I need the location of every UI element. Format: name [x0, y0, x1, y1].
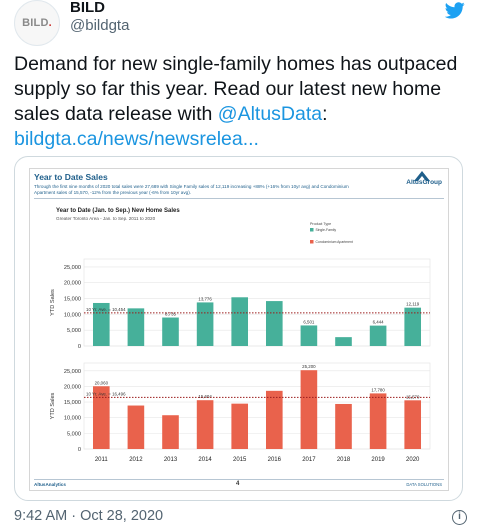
- avatar-logo-dot: .: [48, 17, 52, 29]
- bar-condo-2020: [404, 400, 422, 449]
- data-label: 17,780: [371, 387, 385, 392]
- footer-tagline: DATA SOLUTIONS: [406, 482, 442, 487]
- tweet-timestamp[interactable]: 9:42 AM · Oct 28, 2020: [14, 508, 164, 524]
- report-slide: Year to Date Sales Through the first nin…: [29, 168, 449, 491]
- chart-area: Year to Date (Jan. to Sep.) New Home Sal…: [40, 203, 436, 477]
- bar-single-family-2018: [335, 337, 352, 346]
- chart-subtitle: Greater Toronto Area - Jan. to Sep. 2011…: [56, 216, 156, 221]
- bar-single-family-2012: [127, 308, 145, 346]
- y-tick-label: 0: [78, 447, 81, 453]
- data-label: 15,570: [406, 394, 420, 399]
- x-tick-label: 2016: [268, 457, 282, 463]
- page-number: 4: [236, 481, 240, 487]
- y-tick-label: 20,000: [64, 281, 81, 287]
- bar-single-family-2016: [265, 301, 283, 346]
- avatar[interactable]: BILD.: [14, 0, 60, 46]
- slide-title: Year to Date Sales: [34, 172, 108, 182]
- x-tick-label: 2020: [406, 457, 420, 463]
- legend-swatch-0: [310, 228, 314, 232]
- y-axis-label: YTD Sales: [50, 289, 56, 316]
- footer-divider: [34, 479, 444, 480]
- x-tick-label: 2018: [337, 457, 351, 463]
- x-tick-label: 2015: [233, 457, 247, 463]
- bar-condo-2019: [369, 393, 387, 449]
- x-tick-label: 2014: [198, 457, 212, 463]
- y-tick-label: 10,000: [64, 416, 81, 422]
- avatar-logo-text: BILD: [22, 17, 49, 29]
- mention-link[interactable]: @AltusData: [217, 103, 323, 125]
- bar-single-family-2014: [196, 302, 214, 346]
- bar-single-family-2011: [92, 302, 110, 346]
- tweet-text-part-2: :: [322, 103, 328, 125]
- y-tick-label: 15,000: [64, 297, 81, 303]
- twitter-bird-icon[interactable]: [445, 2, 465, 19]
- data-label: 6,501: [303, 319, 315, 324]
- x-tick-label: 2011: [95, 457, 109, 463]
- y-tick-label: 20,000: [64, 384, 81, 390]
- bar-condo-2015: [231, 403, 249, 449]
- bar-condo-2018: [335, 403, 352, 449]
- y-tick-label: 25,000: [64, 369, 81, 375]
- y-tick-label: 5,000: [67, 431, 81, 437]
- y-tick-label: 0: [78, 344, 81, 350]
- legend-swatch-1: [310, 240, 314, 244]
- y-tick-label: 5,000: [67, 328, 81, 334]
- slide-logo: AltusGroup: [406, 179, 442, 186]
- x-tick-label: 2017: [302, 457, 316, 463]
- chart-title: Year to Date (Jan. to Sep.) New Home Sal…: [56, 208, 180, 214]
- data-label: 6,444: [373, 320, 385, 325]
- bar-condo-2011: [92, 386, 110, 449]
- bar-condo-2013: [162, 415, 179, 449]
- average-label-0: 10 Yr. Ave. = 10,454: [86, 307, 126, 312]
- bar-single-family-2017: [300, 325, 318, 346]
- bar-condo-2012: [127, 405, 145, 449]
- legend-label-1: Condominium Apartment: [316, 240, 353, 244]
- data-label: 12,119: [406, 302, 420, 307]
- average-label-1: 10 Yr. Ave. = 16,496: [86, 391, 126, 396]
- data-label: 25,200: [302, 364, 316, 369]
- y-tick-label: 15,000: [64, 400, 81, 406]
- y-tick-label: 10,000: [64, 312, 81, 318]
- bar-condo-2016: [265, 390, 283, 449]
- x-tick-label: 2012: [129, 457, 143, 463]
- slide-divider: [34, 198, 444, 199]
- author-handle[interactable]: @bildgta: [70, 17, 130, 34]
- footer-brand: AltusAnalytics: [34, 482, 66, 487]
- legend-label-0: Single-Family: [316, 228, 337, 232]
- data-label: 8,735: [165, 312, 177, 317]
- x-tick-label: 2013: [164, 457, 178, 463]
- y-tick-label: 25,000: [64, 265, 81, 271]
- tweet-text-part-1: Demand for new single-family homes has o…: [14, 53, 458, 125]
- bar-single-family-2015: [231, 297, 249, 346]
- bar-condo-2017: [300, 370, 318, 449]
- data-label: 20,060: [95, 380, 109, 385]
- data-label: 15,604: [198, 394, 212, 399]
- bar-condo-2014: [196, 400, 214, 449]
- author-name[interactable]: BILD: [70, 0, 105, 16]
- y-axis-label: YTD Sales: [50, 392, 56, 419]
- tweet-text: Demand for new single-family homes has o…: [14, 52, 474, 152]
- info-icon[interactable]: i: [452, 510, 467, 525]
- slide-description: Through the first nine months of 2020 to…: [34, 184, 349, 195]
- article-link[interactable]: bildgta.ca/news/newsrelea...: [14, 128, 259, 150]
- bar-single-family-2013: [162, 317, 179, 346]
- bar-single-family-2019: [369, 325, 387, 346]
- bar-single-family-2020: [404, 307, 422, 346]
- chart-svg: Year to Date (Jan. to Sep.) New Home Sal…: [50, 208, 431, 463]
- x-tick-label: 2019: [371, 457, 385, 463]
- legend-title: Product Type: [310, 222, 331, 226]
- data-label: 13,776: [198, 296, 212, 301]
- altus-logo-icon: [414, 171, 430, 181]
- attached-image[interactable]: Year to Date Sales Through the first nin…: [14, 156, 463, 501]
